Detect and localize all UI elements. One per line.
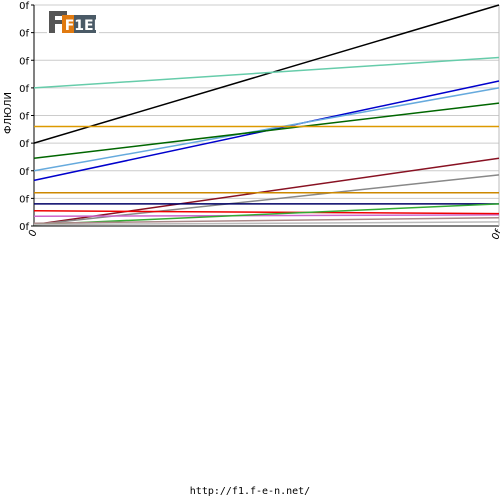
- series-line-15: [33, 221, 500, 226]
- y-axis-label: ФЛЮЛИ: [3, 92, 14, 134]
- y-tick-label: 0f: [19, 56, 29, 67]
- logo: F1EN: [47, 8, 105, 35]
- series-line-13: [33, 203, 500, 226]
- series-line-14: [33, 216, 500, 224]
- y-tick-label: 0f: [19, 139, 29, 150]
- y-tick-label: 0f: [19, 167, 29, 178]
- y-tick-label: 0f: [19, 29, 29, 40]
- y-tick-label: 0f: [19, 1, 29, 12]
- y-tick-label: 0f: [19, 222, 29, 233]
- series-line-2: [33, 56, 500, 89]
- series-line-5: [33, 102, 500, 160]
- series-line-8: [33, 174, 500, 226]
- y-tick-label: 0f: [19, 194, 29, 205]
- series-line-4: [33, 87, 500, 172]
- series-line-1: [33, 4, 500, 144]
- x-tick-labels: 0 0f: [27, 228, 500, 242]
- y-tick-labels: 0f 0f 0f 0f 0f 0f 0f 0f 0f: [19, 1, 34, 233]
- x-tick-label: 0f: [490, 228, 500, 242]
- logo-text: F1EN: [65, 18, 106, 34]
- series-lines: [33, 4, 500, 226]
- series-line-11: [33, 214, 500, 218]
- y-tick-label: 0f: [19, 84, 29, 95]
- series-line-7: [33, 157, 500, 226]
- x-tick-label: 0: [27, 228, 40, 239]
- footer-url[interactable]: http://f1.f-e-n.net/: [189, 486, 311, 497]
- grid: [34, 4, 499, 227]
- series-line-12: [33, 210, 500, 215]
- y-tick-label: 0f: [19, 112, 29, 123]
